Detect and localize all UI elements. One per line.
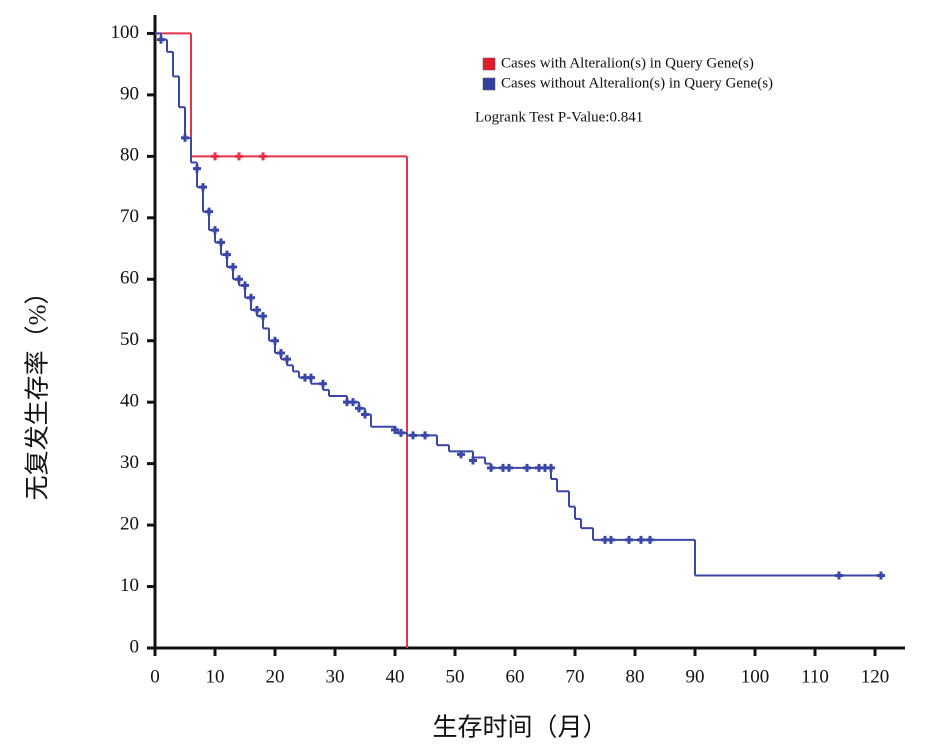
censor-mark (421, 431, 429, 440)
censor-mark (487, 463, 495, 472)
y-tick-label: 90 (120, 83, 139, 104)
x-axis-label: 生存时间（月） (432, 714, 607, 742)
x-tick-label: 30 (326, 666, 345, 687)
x-tick-label: 20 (266, 666, 285, 687)
y-tick-label: 60 (120, 268, 139, 289)
censor-mark (625, 535, 633, 544)
censor-mark (193, 164, 201, 173)
annotation: Logrank Test P-Value:0.841 (475, 109, 643, 125)
censor-mark (235, 152, 243, 161)
censor-mark (205, 207, 213, 216)
x-tick-label: 90 (686, 666, 705, 687)
legend-label: Cases with Alteralion(s) in Query Gene(s… (501, 55, 754, 71)
x-tick-label: 50 (446, 666, 465, 687)
censor-mark (229, 262, 237, 271)
censor-mark (469, 456, 477, 465)
censor-mark (199, 183, 207, 192)
censor-mark (247, 293, 255, 302)
x-tick-label: 80 (626, 666, 645, 687)
censor-mark (505, 463, 513, 472)
x-tick-label: 40 (386, 666, 405, 687)
y-tick-label: 20 (120, 513, 139, 534)
y-tick-label: 10 (120, 575, 139, 596)
censor-mark (607, 535, 615, 544)
censor-mark (877, 571, 885, 580)
x-tick-label: 60 (506, 666, 525, 687)
censor-mark (547, 463, 555, 472)
censor-mark (259, 312, 267, 321)
censor-mark (391, 425, 399, 434)
x-tick-label: 100 (741, 666, 770, 687)
y-tick-label: 0 (130, 636, 140, 657)
censor-mark (349, 398, 357, 407)
censor-mark (409, 431, 417, 440)
censor-mark (241, 281, 249, 290)
legend-swatch (482, 77, 496, 91)
censor-mark (271, 336, 279, 345)
censor-mark (211, 226, 219, 235)
censor-mark (211, 152, 219, 161)
x-tick-label: 120 (861, 666, 890, 687)
x-tick-label: 0 (150, 666, 160, 687)
x-tick-label: 110 (801, 666, 829, 687)
censor-mark (307, 373, 315, 382)
legend-swatch (482, 57, 496, 71)
legend-label: Cases without Alteralion(s) in Query Gen… (501, 75, 773, 91)
censor-mark (457, 450, 465, 459)
y-axis-label: 无复发生存率（%） (24, 280, 52, 501)
censor-mark (523, 463, 531, 472)
censor-mark (235, 275, 243, 284)
censor-mark (217, 238, 225, 247)
y-tick-label: 80 (120, 145, 139, 166)
y-tick-label: 70 (120, 206, 139, 227)
censor-mark (277, 349, 285, 358)
censor-mark (283, 355, 291, 364)
y-tick-label: 30 (120, 452, 139, 473)
censor-mark (361, 410, 369, 419)
y-tick-label: 50 (120, 329, 139, 350)
censor-mark (637, 535, 645, 544)
censor-mark (181, 133, 189, 142)
y-tick-label: 100 (111, 22, 140, 43)
censor-mark (223, 250, 231, 259)
x-tick-label: 70 (566, 666, 585, 687)
censor-mark (319, 379, 327, 388)
censor-mark (835, 571, 843, 580)
censor-mark (157, 35, 165, 44)
censor-mark (253, 305, 261, 314)
y-tick-label: 40 (120, 391, 139, 412)
censor-mark (259, 152, 267, 161)
censor-mark (646, 535, 654, 544)
censor-mark (397, 428, 405, 437)
x-tick-label: 10 (206, 666, 225, 687)
censor-mark (355, 404, 363, 413)
